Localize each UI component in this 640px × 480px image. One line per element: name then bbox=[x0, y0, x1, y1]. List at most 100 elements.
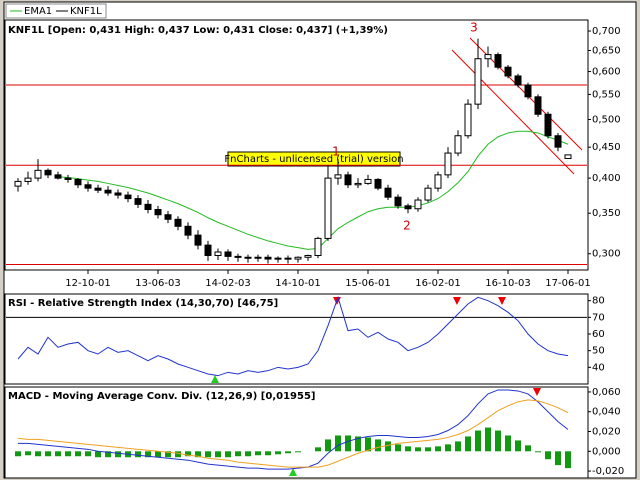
histogram-bar bbox=[365, 437, 371, 452]
candle-body bbox=[514, 75, 522, 86]
candle-body bbox=[214, 251, 222, 256]
candle-body bbox=[384, 187, 392, 198]
histogram-bar bbox=[515, 440, 521, 452]
macd-line bbox=[18, 389, 569, 470]
annotation: 2 bbox=[403, 219, 411, 233]
candle-body bbox=[144, 203, 152, 210]
candle-body bbox=[554, 135, 562, 148]
candle-body bbox=[474, 58, 482, 105]
histogram-bar bbox=[205, 451, 211, 458]
histogram-bar bbox=[375, 439, 381, 452]
watermark: FnCharts - unlicensed (trial) version bbox=[224, 154, 403, 165]
candle-body bbox=[74, 178, 82, 186]
y-tick-label: 50 bbox=[592, 346, 605, 357]
y-tick-label: 0,400 bbox=[592, 173, 621, 184]
histogram-bar bbox=[445, 444, 451, 452]
candle-body bbox=[104, 189, 112, 194]
candle-body bbox=[464, 103, 472, 137]
candle-body bbox=[264, 256, 272, 260]
candle-body bbox=[194, 234, 202, 246]
y-tick-label: 40 bbox=[592, 362, 605, 373]
candle-body bbox=[374, 178, 382, 189]
candle-body bbox=[24, 177, 32, 182]
candle-body bbox=[234, 255, 242, 258]
y-tick-label: 0,450 bbox=[592, 142, 621, 153]
legend-label: EMA1 bbox=[24, 6, 52, 17]
candle-body bbox=[124, 194, 132, 200]
histogram-bar bbox=[325, 439, 331, 452]
y-tick-label: 60 bbox=[592, 329, 605, 340]
candle-body bbox=[154, 208, 162, 216]
candle-body bbox=[424, 187, 432, 201]
candle-body bbox=[534, 96, 542, 115]
candle-body bbox=[114, 192, 122, 196]
y-tick-label: 0,020 bbox=[592, 427, 621, 438]
y-tick-label: 0,650 bbox=[592, 46, 621, 57]
candle-body bbox=[494, 54, 502, 68]
candle-body bbox=[324, 177, 332, 239]
y-tick-label: 70 bbox=[592, 312, 605, 323]
histogram-bar bbox=[415, 447, 421, 452]
candle-body bbox=[64, 177, 72, 180]
histogram-bar bbox=[185, 451, 191, 457]
x-tick-label: 16-10-03 bbox=[485, 278, 530, 289]
histogram-bar bbox=[315, 447, 321, 452]
histogram-bar bbox=[285, 451, 291, 454]
histogram-bar bbox=[35, 451, 41, 457]
rsi-panel bbox=[4, 293, 589, 385]
histogram-bar bbox=[265, 451, 271, 456]
x-tick-label: 14-10-01 bbox=[275, 278, 320, 289]
candle-body bbox=[444, 152, 452, 176]
histogram-bar bbox=[565, 451, 571, 469]
histogram-bar bbox=[65, 451, 71, 457]
x-tick-label: 13-06-03 bbox=[135, 278, 180, 289]
candle-body bbox=[434, 174, 442, 189]
candle-body bbox=[134, 198, 142, 205]
histogram-bar bbox=[45, 451, 51, 457]
candle-body bbox=[34, 169, 42, 179]
candle-body bbox=[44, 169, 52, 176]
histogram-bar bbox=[85, 451, 91, 457]
histogram-bar bbox=[385, 441, 391, 452]
histogram-bar bbox=[15, 451, 21, 457]
price-panel bbox=[4, 19, 589, 271]
histogram-bar bbox=[235, 451, 241, 457]
ema-line bbox=[57, 130, 569, 250]
histogram-bar bbox=[275, 451, 281, 455]
histogram-bar bbox=[175, 451, 181, 458]
histogram-bar bbox=[25, 451, 31, 456]
x-tick-label: 15-06-01 bbox=[345, 278, 390, 289]
candle-body bbox=[314, 237, 322, 256]
candle-body bbox=[564, 154, 572, 160]
candle-body bbox=[394, 196, 402, 207]
watermark-box bbox=[227, 151, 401, 167]
histogram-bar bbox=[145, 451, 151, 458]
rsi-line bbox=[17, 295, 569, 377]
candle-body bbox=[294, 256, 302, 260]
y-tick-label: 0,060 bbox=[592, 387, 621, 398]
price-title: KNF1L [Open: 0,431 High: 0,437 Low: 0,43… bbox=[8, 25, 388, 36]
x-tick-label: 17-06-01 bbox=[545, 278, 590, 289]
y-tick-label: 0,500 bbox=[592, 114, 621, 125]
candle-body bbox=[224, 251, 232, 257]
macd-title: MACD - Moving Average Conv. Div. (12,26,… bbox=[8, 391, 315, 402]
histogram-bar bbox=[95, 451, 101, 458]
candle-body bbox=[174, 218, 182, 227]
candle-body bbox=[204, 244, 212, 256]
macd-line bbox=[17, 399, 569, 468]
histogram-bar bbox=[225, 451, 231, 458]
histogram-bar bbox=[355, 436, 361, 452]
histogram-bar bbox=[395, 444, 401, 452]
candle-body bbox=[304, 254, 312, 258]
y-tick-label: -0,020 bbox=[592, 466, 624, 477]
channel-line bbox=[451, 49, 575, 175]
histogram-bar bbox=[135, 451, 141, 458]
histogram-bar bbox=[155, 451, 161, 458]
histogram-bar bbox=[255, 451, 261, 456]
histogram-bar bbox=[215, 451, 221, 458]
histogram-bar bbox=[105, 451, 111, 458]
candle-body bbox=[184, 225, 192, 236]
histogram-bar bbox=[465, 436, 471, 452]
histogram-bar bbox=[195, 451, 201, 458]
